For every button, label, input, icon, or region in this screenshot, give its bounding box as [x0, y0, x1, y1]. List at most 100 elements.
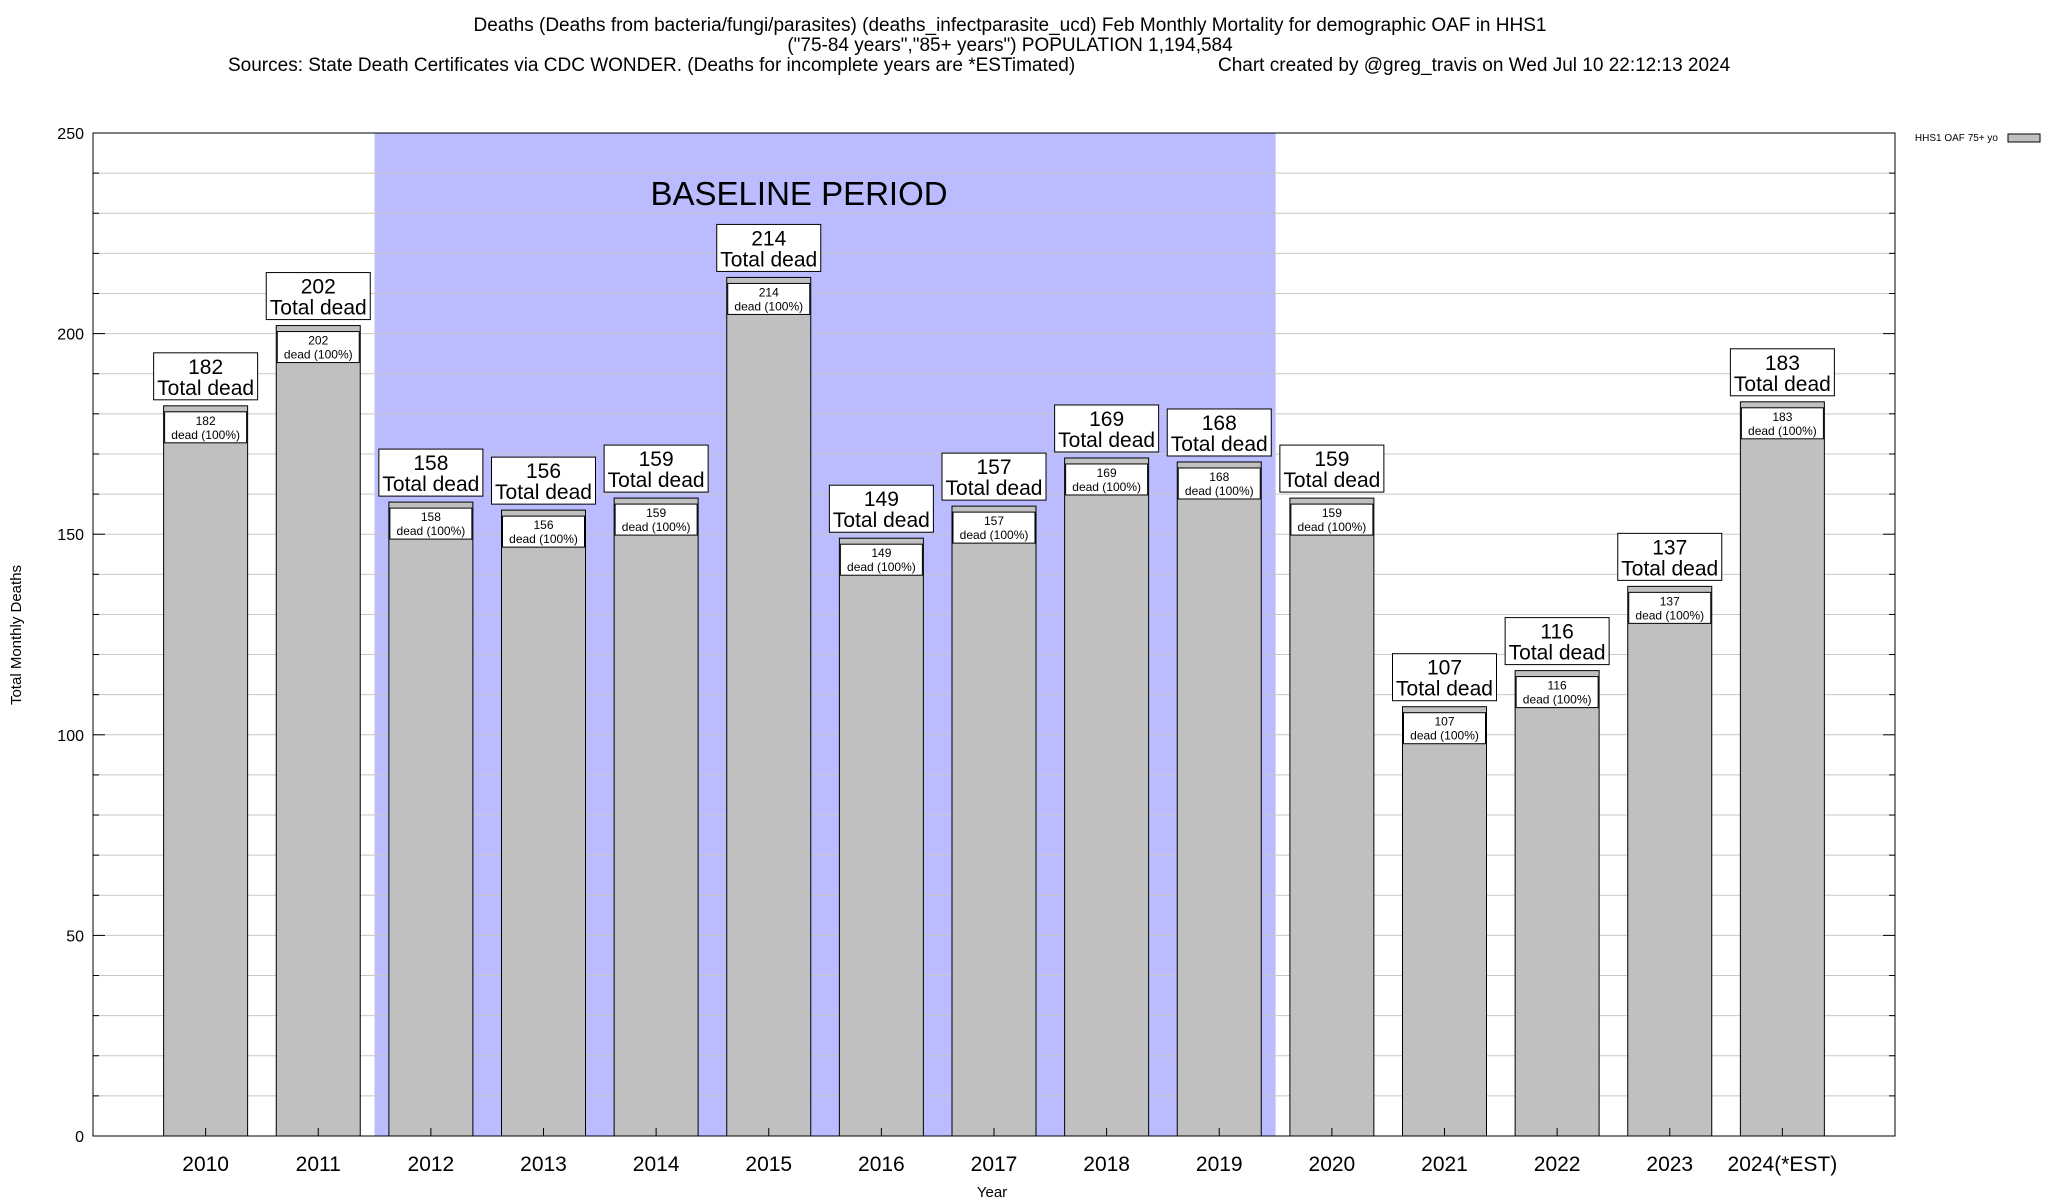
bar-inner-label: dead (100%) [1635, 608, 1704, 622]
bar-inner-label-box [952, 511, 1036, 544]
bar-inner-value: 214 [759, 285, 779, 299]
y-tick-label: 250 [57, 126, 84, 143]
x-tick-label: 2013 [520, 1153, 567, 1176]
bar-inner-value: 168 [1209, 470, 1229, 484]
bar [1627, 585, 1713, 1137]
bar-inner-value: 169 [1097, 466, 1117, 480]
x-tick-label: 2020 [1309, 1153, 1356, 1176]
bar-top-label: Total dead [157, 377, 254, 400]
bar-top-label-box [1504, 617, 1610, 666]
bar [1514, 670, 1600, 1137]
bar [1402, 706, 1487, 1137]
legend-label: HHS1 OAF 75+ yo [1915, 133, 1999, 144]
bar [388, 501, 474, 1137]
bar-inner-label: dead (100%) [1072, 480, 1141, 494]
x-tick-label: 2014 [633, 1153, 680, 1176]
bar-inner-label: dead (100%) [960, 528, 1029, 542]
bar-inner-label-box [839, 543, 923, 576]
bar-top-label-box [1166, 408, 1272, 457]
x-tick-label: 2012 [408, 1153, 455, 1176]
bar-inner-value: 202 [308, 334, 328, 348]
bar-inner-label: dead (100%) [1185, 484, 1254, 498]
legend-swatch [2007, 133, 2041, 143]
bar-top-label-box [378, 448, 484, 497]
x-tick-label: 2022 [1534, 1153, 1581, 1176]
bar-inner-label-box [276, 331, 360, 364]
bar [1289, 497, 1375, 1137]
bar [1176, 461, 1262, 1137]
bar-top-label: Total dead [1509, 642, 1606, 665]
bar-top-label-box [1054, 404, 1160, 453]
bar-top-label-box [1617, 532, 1723, 581]
bar [163, 405, 249, 1137]
bar-top-label-box [1279, 444, 1385, 493]
bar-top-label-box [1392, 653, 1497, 702]
bar-inner-label-box [1403, 712, 1486, 745]
x-tick-label: 2021 [1421, 1153, 1468, 1176]
x-tick-label: 2023 [1646, 1153, 1693, 1176]
bars [163, 276, 1825, 1137]
bar-inner-value: 158 [421, 510, 441, 524]
bar-inner-label-box [1740, 407, 1824, 440]
bar-top-value: 156 [526, 460, 561, 483]
y-tick-label: 50 [66, 928, 84, 945]
bar-top-label: Total dead [495, 481, 592, 504]
bar-inner-value: 183 [1772, 410, 1792, 424]
bar-inner-value: 182 [196, 414, 216, 428]
bar-inner-value: 149 [871, 546, 891, 560]
bar-top-value: 157 [976, 456, 1011, 479]
bar-top-value: 158 [413, 452, 448, 475]
bar-inner-label: dead (100%) [1748, 424, 1817, 438]
bar-inner-value: 157 [984, 514, 1004, 528]
bar-top-value: 137 [1652, 536, 1687, 559]
x-tick-label: 2017 [971, 1153, 1018, 1176]
bar-inner-label-box [502, 515, 585, 548]
bar-inner-label: dead (100%) [1298, 520, 1367, 534]
bar-top-label-box [828, 484, 934, 533]
bar-top-label: Total dead [1058, 429, 1155, 452]
chart-title-line-2: ("75-84 years","85+ years") POPULATION 1… [787, 35, 1233, 56]
x-tick-label: 2011 [296, 1153, 341, 1176]
y-tick-label: 0 [75, 1129, 84, 1146]
x-tick-label: 2019 [1196, 1153, 1243, 1176]
chart-title-line-1: Deaths (Deaths from bacteria/fungi/paras… [474, 15, 1547, 36]
x-tick-label: 2024(*EST) [1728, 1153, 1838, 1176]
bar-top-label-box [491, 456, 596, 505]
x-tick-label: 2010 [182, 1153, 229, 1176]
bar [275, 325, 361, 1137]
bar-top-value: 169 [1089, 408, 1124, 431]
bar-inner-value: 116 [1548, 679, 1567, 693]
y-tick-label: 100 [57, 728, 84, 745]
bar-inner-label-box [1628, 591, 1712, 624]
bar-top-label-box [1729, 348, 1835, 397]
bar-inner-value: 137 [1660, 594, 1680, 608]
x-axis-label: Year [977, 1184, 1007, 1200]
bar-top-label-box [941, 452, 1047, 501]
bar-top-label: Total dead [1734, 373, 1831, 396]
bar-top-label: Total dead [833, 509, 930, 532]
bar-top-label-box [716, 223, 822, 272]
bar-top-value: 202 [301, 276, 336, 299]
bar-inner-label: dead (100%) [622, 520, 691, 534]
bar-top-label: Total dead [1621, 557, 1718, 580]
bar-top-value: 159 [1314, 448, 1349, 471]
baseline-period-label: BASELINE PERIOD [651, 175, 948, 212]
bar [838, 537, 924, 1137]
x-tick-label: 2018 [1083, 1153, 1130, 1176]
bar-inner-label: dead (100%) [284, 348, 353, 362]
bar-top-value: 159 [639, 448, 674, 471]
bar-inner-label-box [1065, 463, 1149, 496]
bar-top-value: 107 [1427, 657, 1462, 680]
bar [951, 505, 1037, 1137]
axes: 0 50 100 150 200 250 2010 2011 2012 2013 2014 2015 2… [57, 126, 1896, 1176]
bar-inner-label: dead (100%) [171, 428, 240, 442]
bar-top-value: 168 [1202, 412, 1237, 435]
bar-top-label: Total dead [1396, 678, 1493, 701]
bar-top-value: 183 [1765, 352, 1800, 375]
chart-credit-text: Chart created by @greg_travis on Wed Jul… [1218, 55, 1731, 76]
bar-inner-label: dead (100%) [734, 299, 803, 313]
bar-inner-value: 107 [1434, 715, 1454, 729]
y-tick-label: 200 [57, 327, 84, 344]
bar-top-label: Total dead [1171, 433, 1268, 456]
